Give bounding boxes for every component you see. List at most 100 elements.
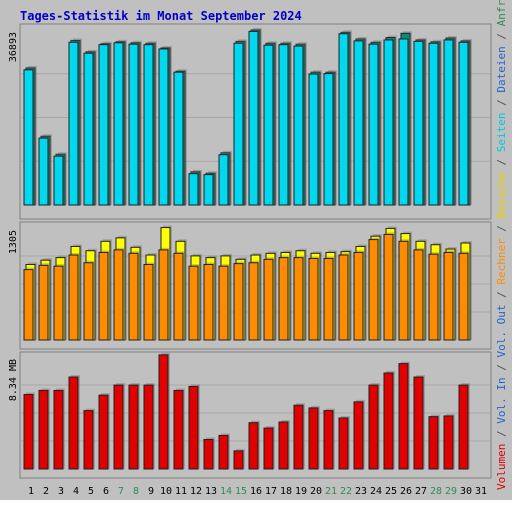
seiten-bar-day-7 xyxy=(113,42,124,206)
day-label-29: 29 xyxy=(445,486,457,497)
seiten-bar-day-25 xyxy=(383,39,394,206)
seiten-bar-day-28 xyxy=(428,42,439,206)
side-legend-part: Besuche xyxy=(495,172,508,218)
seiten-bar-day-30 xyxy=(458,41,469,206)
rechner-bar-day-24 xyxy=(368,239,379,341)
day-label-21: 21 xyxy=(325,486,337,497)
side-legend-part: / xyxy=(495,152,508,172)
top-ymax-label: 36893 xyxy=(8,32,19,62)
bottom-panel: 8.34 MB xyxy=(8,351,492,479)
volumen-bar-day-22 xyxy=(338,417,349,470)
day-label-15: 15 xyxy=(235,486,247,497)
seiten-bar-day-23 xyxy=(353,40,364,206)
volumen-bar-day-4 xyxy=(68,376,79,470)
chart-panels: 36893 1305 8.34 MB xyxy=(8,23,492,479)
day-label-8: 8 xyxy=(133,486,139,497)
seiten-bar-day-21 xyxy=(323,73,334,206)
volumen-bar-day-11 xyxy=(173,389,184,470)
volumen-bar-day-1 xyxy=(23,393,34,470)
volumen-bar-day-6 xyxy=(98,394,109,470)
seiten-bar-day-9 xyxy=(143,44,154,206)
day-label-27: 27 xyxy=(415,486,427,497)
rechner-bar-day-18 xyxy=(278,257,289,341)
volumen-bar-day-15 xyxy=(233,450,244,470)
rechner-bar-day-8 xyxy=(128,252,139,341)
seiten-bar-day-4 xyxy=(68,41,79,206)
seiten-bar-day-24 xyxy=(368,43,379,206)
day-label-30: 30 xyxy=(460,486,472,497)
volumen-bar-day-13 xyxy=(203,438,214,470)
rechner-bar-day-28 xyxy=(428,253,439,341)
side-legend-part: Vol. Out xyxy=(495,305,508,358)
volumen-bar-day-24 xyxy=(368,384,379,470)
day-label-20: 20 xyxy=(310,486,322,497)
volumen-bar-day-16 xyxy=(248,422,259,470)
day-label-25: 25 xyxy=(385,486,397,497)
volumen-bar-day-7 xyxy=(113,384,124,470)
volumen-bar-day-28 xyxy=(428,416,439,470)
day-label-17: 17 xyxy=(265,486,277,497)
seiten-bar-day-1 xyxy=(23,69,34,206)
seiten-bar-day-18 xyxy=(278,44,289,206)
day-label-16: 16 xyxy=(250,486,262,497)
day-label-6: 6 xyxy=(103,486,109,497)
day-label-13: 13 xyxy=(205,486,217,497)
volumen-bar-day-9 xyxy=(143,384,154,470)
day-label-7: 7 xyxy=(118,486,124,497)
seiten-bar-day-5 xyxy=(83,52,94,206)
rechner-bar-day-13 xyxy=(203,263,214,341)
day-label-26: 26 xyxy=(400,486,412,497)
rechner-bar-day-22 xyxy=(338,254,349,341)
rechner-bar-day-21 xyxy=(323,257,334,341)
rechner-bar-day-15 xyxy=(233,263,244,341)
seiten-bar-day-20 xyxy=(308,73,319,206)
seiten-bar-day-8 xyxy=(128,43,139,206)
seiten-bar-day-12 xyxy=(188,173,199,206)
day-label-11: 11 xyxy=(175,486,187,497)
volumen-bar-day-10 xyxy=(158,354,169,470)
side-legend-part: Vol. In xyxy=(495,377,508,423)
volumen-bar-day-30 xyxy=(458,384,469,470)
rechner-bar-day-16 xyxy=(248,262,259,341)
volumen-bar-day-3 xyxy=(53,389,64,470)
middle-panel: 1305 xyxy=(8,221,492,350)
rechner-bar-day-30 xyxy=(458,252,469,341)
rechner-bar-day-7 xyxy=(113,249,124,341)
volumen-bar-day-12 xyxy=(188,385,199,470)
day-label-12: 12 xyxy=(190,486,202,497)
volumen-bar-day-23 xyxy=(353,401,364,470)
volumen-bar-day-8 xyxy=(128,384,139,470)
rechner-bar-day-10 xyxy=(158,249,169,341)
seiten-bar-day-11 xyxy=(173,71,184,206)
seiten-bar-day-26 xyxy=(398,38,409,206)
volumen-bar-day-20 xyxy=(308,407,319,470)
side-legend-part: Volumen xyxy=(495,444,508,490)
chart-title: Tages-Statistik im Monat September 2024 xyxy=(20,9,302,23)
side-legend-part: Dateien xyxy=(495,46,508,92)
rechner-bar-day-23 xyxy=(353,251,364,341)
seiten-bar-day-17 xyxy=(263,44,274,206)
side-legend: Volumen / Vol. In / Vol. Out / Rechner /… xyxy=(495,0,508,490)
volumen-bar-day-26 xyxy=(398,363,409,470)
day-label-14: 14 xyxy=(220,486,232,497)
volumen-bar-day-25 xyxy=(383,372,394,470)
day-label-5: 5 xyxy=(88,486,94,497)
volumen-bar-day-18 xyxy=(278,421,289,470)
rechner-bar-day-19 xyxy=(293,257,304,341)
seiten-bar-day-27 xyxy=(413,40,424,206)
side-legend-part: / xyxy=(495,285,508,305)
volumen-bar-day-14 xyxy=(218,434,229,470)
seiten-bar-day-29 xyxy=(443,39,454,206)
side-legend-part: Rechner xyxy=(495,238,508,285)
volumen-bar-day-29 xyxy=(443,415,454,470)
volumen-bar-day-21 xyxy=(323,410,334,470)
day-label-28: 28 xyxy=(430,486,442,497)
volumen-bar-day-5 xyxy=(83,410,94,470)
day-label-2: 2 xyxy=(43,486,49,497)
day-label-10: 10 xyxy=(160,486,172,497)
day-label-4: 4 xyxy=(73,486,79,497)
seiten-bar-day-22 xyxy=(338,33,349,206)
rechner-bar-day-4 xyxy=(68,254,79,341)
seiten-bar-day-10 xyxy=(158,48,169,206)
